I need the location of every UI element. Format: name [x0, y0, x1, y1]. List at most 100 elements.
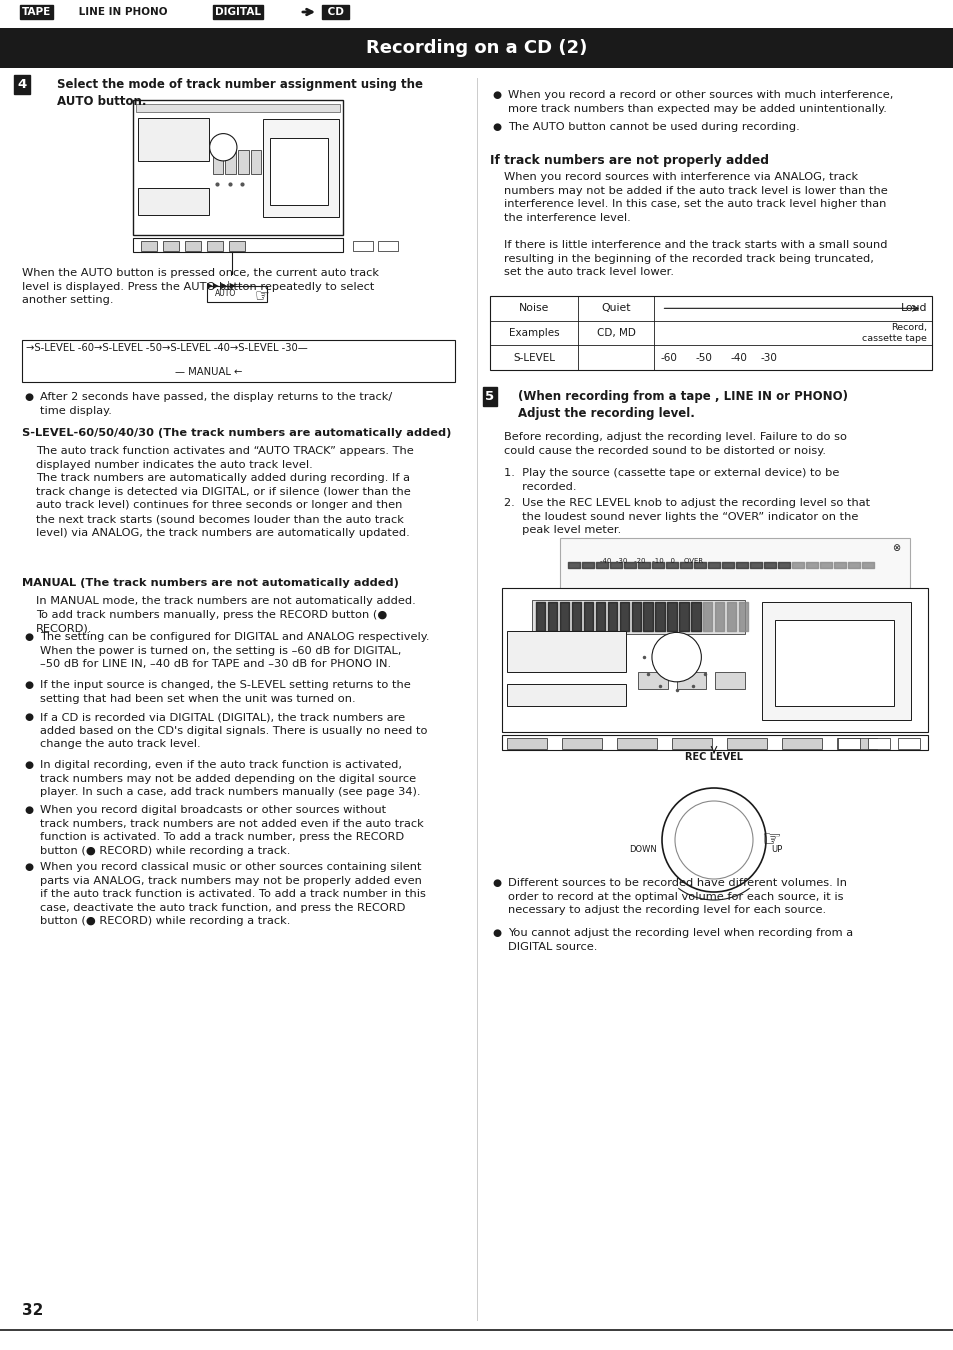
Bar — [671, 738, 711, 749]
Text: CD, MD: CD, MD — [596, 328, 635, 338]
Text: ●: ● — [24, 680, 33, 690]
Text: ▶▶ ▶|▶: ▶▶ ▶|▶ — [207, 281, 235, 290]
Text: The AUTO button cannot be used during recording.: The AUTO button cannot be used during re… — [507, 122, 799, 132]
Text: CD: CD — [324, 7, 347, 18]
Bar — [163, 242, 179, 251]
Bar — [726, 738, 766, 749]
Bar — [781, 738, 821, 749]
Bar — [207, 242, 223, 251]
Bar — [138, 188, 209, 215]
Text: The setting can be configured for DIGITAL and ANALOG respectively.
When the powe: The setting can be configured for DIGITA… — [40, 632, 429, 670]
Text: 4: 4 — [17, 78, 27, 90]
Text: ●: ● — [492, 927, 500, 938]
Bar — [837, 738, 859, 749]
Bar — [867, 738, 889, 749]
Bar — [251, 150, 261, 174]
Text: Different sources to be recorded have different volumes. In
order to record at t: Different sources to be recorded have di… — [507, 878, 846, 915]
Text: Select the mode of track number assignment using the
AUTO button.: Select the mode of track number assignme… — [57, 78, 422, 108]
Text: When you record sources with interference via ANALOG, track
numbers may not be a: When you record sources with interferenc… — [503, 171, 887, 223]
Text: If track numbers are not properly added: If track numbers are not properly added — [490, 154, 768, 167]
Circle shape — [661, 788, 765, 892]
Bar — [132, 100, 343, 235]
Bar — [897, 738, 919, 749]
Bar — [638, 671, 667, 689]
Text: MANUAL (The track numbers are not automatically added): MANUAL (The track numbers are not automa… — [22, 578, 398, 589]
Text: UP: UP — [770, 845, 781, 855]
Text: 1.  Play the source (cassette tape or external device) to be
     recorded.: 1. Play the source (cassette tape or ext… — [503, 468, 839, 491]
Text: LINE IN PHONO: LINE IN PHONO — [75, 7, 171, 18]
Bar — [207, 286, 267, 302]
Text: ⊗: ⊗ — [891, 543, 899, 554]
Bar — [490, 296, 931, 370]
Bar — [501, 734, 927, 751]
Text: AUTO: AUTO — [214, 289, 235, 298]
Bar — [132, 238, 343, 252]
Bar — [213, 150, 223, 174]
Text: Noise: Noise — [518, 304, 549, 313]
Text: ●: ● — [24, 632, 33, 643]
Text: →S-LEVEL -60→S-LEVEL -50→S-LEVEL -40→S-LEVEL -30—: →S-LEVEL -60→S-LEVEL -50→S-LEVEL -40→S-L… — [26, 343, 308, 352]
Text: DIGITAL: DIGITAL — [214, 7, 261, 18]
Text: — MANUAL ←: — MANUAL ← — [174, 367, 242, 377]
Text: ☞: ☞ — [760, 830, 781, 850]
Bar — [378, 242, 398, 251]
Text: ●: ● — [24, 711, 33, 722]
Text: After 2 seconds have passed, the display returns to the track/
time display.: After 2 seconds have passed, the display… — [40, 392, 392, 416]
Text: ●: ● — [24, 863, 33, 872]
Text: The auto track function activates and “AUTO TRACK” appears. The
displayed number: The auto track function activates and “A… — [36, 446, 414, 537]
Text: If a CD is recorded via DIGITAL (DIGITAL), the track numbers are
added based on : If a CD is recorded via DIGITAL (DIGITAL… — [40, 711, 427, 749]
Bar — [501, 589, 927, 732]
Bar — [561, 738, 601, 749]
Circle shape — [210, 134, 236, 161]
Bar — [22, 340, 455, 382]
Text: -40: -40 — [729, 352, 746, 363]
Bar — [263, 119, 338, 217]
Bar — [185, 242, 201, 251]
Text: ●: ● — [492, 90, 500, 100]
Text: You cannot adjust the recording level when recording from a
DIGITAL source.: You cannot adjust the recording level wh… — [507, 927, 852, 952]
Bar — [617, 738, 657, 749]
Bar — [141, 242, 157, 251]
Bar — [138, 117, 209, 161]
Bar — [559, 539, 909, 590]
Bar — [836, 738, 876, 749]
Bar — [225, 150, 235, 174]
Bar — [506, 632, 625, 671]
Text: When the AUTO button is pressed once, the current auto track
level is displayed.: When the AUTO button is pressed once, th… — [22, 269, 378, 305]
Text: In digital recording, even if the auto track function is activated,
track number: In digital recording, even if the auto t… — [40, 760, 420, 798]
Text: Before recording, adjust the recording level. Failure to do so
could cause the r: Before recording, adjust the recording l… — [503, 432, 846, 455]
Text: 5: 5 — [485, 390, 494, 404]
Text: If the input source is changed, the S-LEVEL setting returns to the
setting that : If the input source is changed, the S-LE… — [40, 680, 411, 703]
Bar — [506, 738, 546, 749]
Text: When you record digital broadcasts or other sources without
track numbers, track: When you record digital broadcasts or ot… — [40, 805, 423, 856]
Text: Loud: Loud — [900, 304, 926, 313]
Text: -40  -30   -20   -10   0    OVER: -40 -30 -20 -10 0 OVER — [599, 558, 702, 564]
Text: DOWN: DOWN — [629, 845, 657, 855]
Text: Quiet: Quiet — [600, 304, 630, 313]
Text: If there is little interference and the track starts with a small sound
resultin: If there is little interference and the … — [503, 240, 886, 277]
Bar — [676, 671, 706, 689]
Bar — [774, 620, 893, 706]
Text: ●: ● — [492, 878, 500, 888]
Bar — [761, 602, 910, 721]
Text: 2.  Use the REC LEVEL knob to adjust the recording level so that
     the loudes: 2. Use the REC LEVEL knob to adjust the … — [503, 498, 869, 535]
Bar — [506, 684, 625, 706]
Text: S-LEVEL: S-LEVEL — [513, 352, 555, 363]
Text: ●: ● — [24, 392, 33, 402]
Text: S-LEVEL-60/50/40/30 (The track numbers are automatically added): S-LEVEL-60/50/40/30 (The track numbers a… — [22, 428, 451, 437]
Text: (When recording from a tape , LINE IN or PHONO)
Adjust the recording level.: (When recording from a tape , LINE IN or… — [517, 390, 847, 420]
Text: ●: ● — [24, 760, 33, 770]
Text: Record,
cassette tape: Record, cassette tape — [862, 323, 926, 343]
Bar — [354, 242, 374, 251]
Bar — [136, 104, 339, 112]
Text: TAPE: TAPE — [22, 7, 51, 18]
Text: Recording on a CD (2): Recording on a CD (2) — [366, 39, 587, 57]
Text: ●: ● — [24, 805, 33, 815]
Bar — [269, 138, 328, 205]
Text: -30: -30 — [760, 352, 776, 363]
Text: -60: -60 — [659, 352, 677, 363]
Bar — [229, 242, 245, 251]
Circle shape — [675, 801, 752, 879]
Bar — [0, 28, 953, 68]
Text: When you record classical music or other sources containing silent
parts via ANA: When you record classical music or other… — [40, 863, 425, 926]
